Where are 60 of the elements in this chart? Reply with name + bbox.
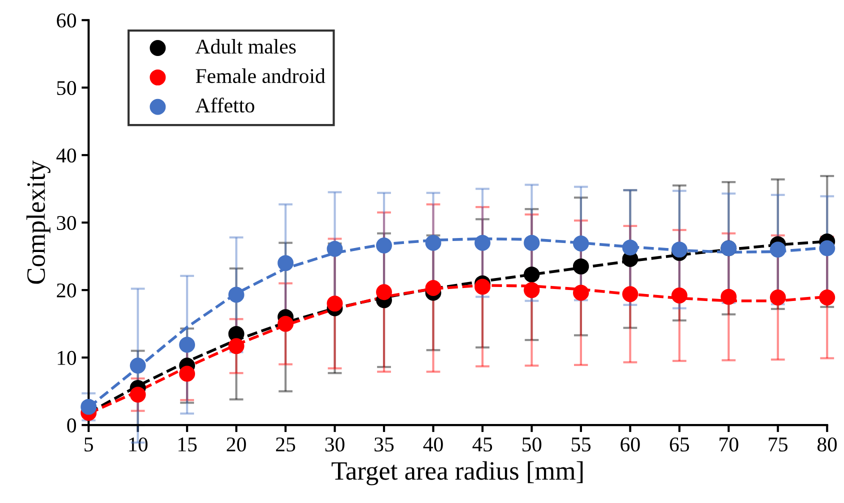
legend-label: Adult males xyxy=(195,38,296,54)
point xyxy=(819,290,836,306)
point xyxy=(425,280,442,296)
x-tick-label: 50 xyxy=(522,437,542,452)
point xyxy=(572,236,589,252)
x-tick-label: 55 xyxy=(572,438,591,452)
point xyxy=(524,234,540,251)
point xyxy=(572,284,589,301)
x-tick-label: 65 xyxy=(670,438,690,452)
y-tick-label: 0 xyxy=(67,418,76,432)
point xyxy=(228,286,244,303)
y-tick-label: 10 xyxy=(58,350,76,365)
point xyxy=(622,240,638,256)
y-tick-label: 40 xyxy=(56,148,76,163)
x-tick-label: 20 xyxy=(226,437,246,452)
point xyxy=(524,282,540,298)
y-tick-label: 50 xyxy=(57,80,76,96)
x-axis-title: Target area radius [mm] xyxy=(332,461,583,486)
point xyxy=(130,386,146,403)
x-tick-label: 80 xyxy=(818,437,837,452)
x-tick-label: 45 xyxy=(472,438,492,452)
point xyxy=(278,255,294,272)
y-tick-label: 30 xyxy=(56,216,76,230)
point xyxy=(326,296,343,312)
x-tick-label: 40 xyxy=(423,437,443,452)
point xyxy=(572,258,589,274)
point xyxy=(770,242,786,258)
x-tick-label: 5 xyxy=(84,438,94,452)
y-axis-title: Complexity xyxy=(26,160,50,284)
legend-label: Affetto xyxy=(195,98,254,113)
legend-label: Female android xyxy=(196,68,326,84)
point xyxy=(474,234,490,251)
point xyxy=(425,234,442,251)
point xyxy=(770,290,786,306)
x-tick-label: 70 xyxy=(720,437,738,452)
point xyxy=(179,336,196,353)
point xyxy=(671,242,688,258)
point xyxy=(228,338,244,354)
x-tick-label: 60 xyxy=(620,437,640,452)
point xyxy=(278,316,294,332)
x-tick-label: 15 xyxy=(178,438,197,452)
point xyxy=(622,286,638,302)
x-tick-label: 25 xyxy=(276,438,296,452)
point xyxy=(376,284,392,300)
y-tick-label: 20 xyxy=(56,283,76,298)
point xyxy=(80,398,97,415)
point xyxy=(130,358,146,374)
point xyxy=(179,366,196,382)
x-tick-label: 30 xyxy=(325,437,344,452)
x-tick-label: 10 xyxy=(129,437,148,452)
point xyxy=(819,240,836,256)
point xyxy=(720,288,737,305)
point xyxy=(474,278,490,295)
x-tick-label: 75 xyxy=(768,438,788,452)
point xyxy=(326,240,343,257)
point xyxy=(524,266,540,283)
x-tick-label: 35 xyxy=(374,438,394,452)
y-tick-label: 60 xyxy=(56,13,76,28)
point xyxy=(671,287,688,304)
point xyxy=(376,238,392,254)
